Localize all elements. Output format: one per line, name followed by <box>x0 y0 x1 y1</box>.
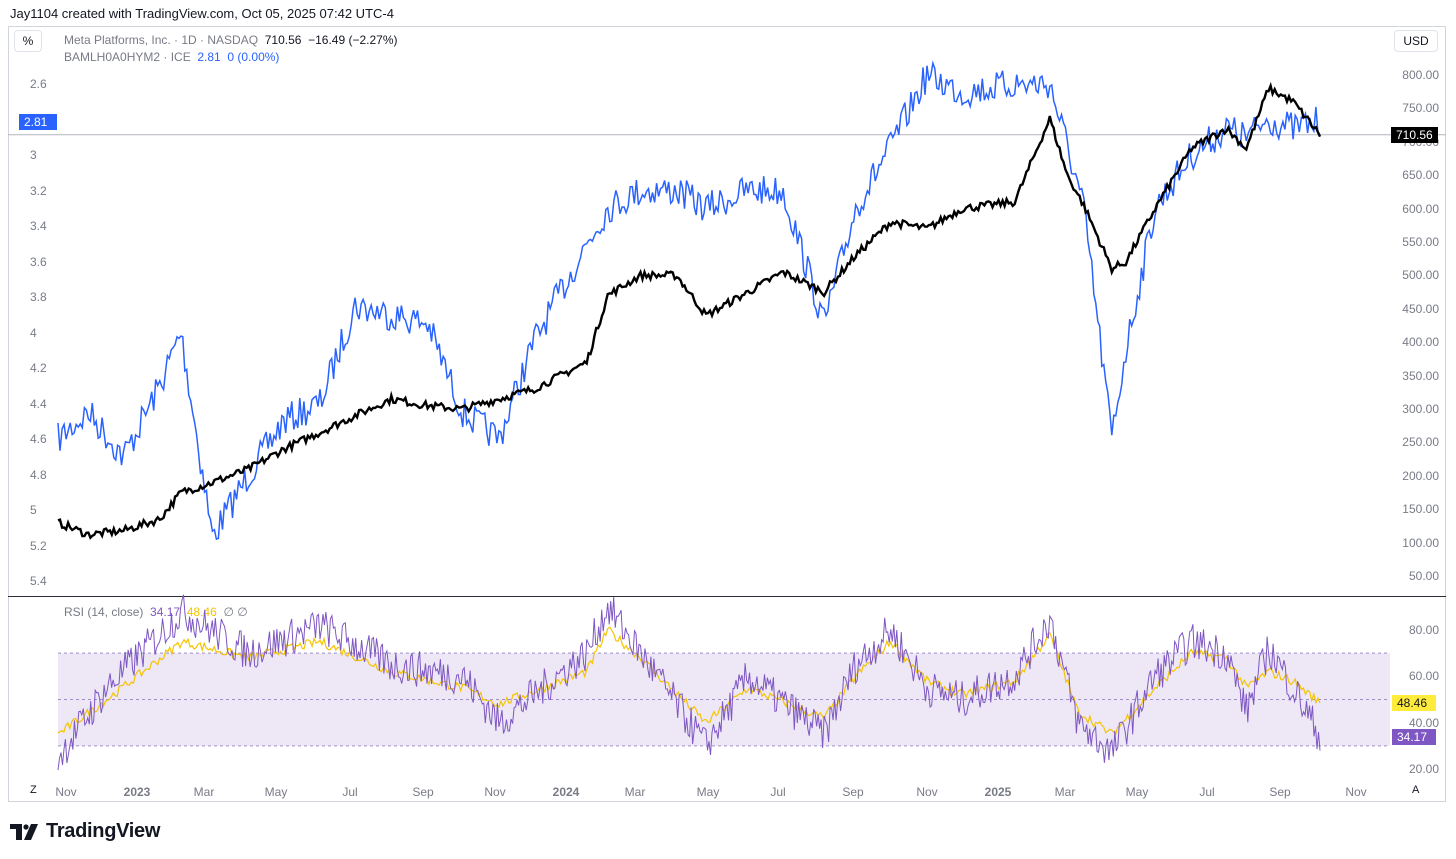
time-axis-tick: Sep <box>412 785 434 799</box>
time-axis-tick: May <box>696 785 720 799</box>
pane-separator[interactable] <box>8 596 1446 597</box>
legend-spread-value: 2.81 <box>197 50 221 64</box>
spread-last-value-badge: 2.81 <box>19 114 57 130</box>
tradingview-logo-icon <box>10 823 38 840</box>
tradingview-logo[interactable]: TradingView <box>10 820 160 843</box>
left-axis-tick: 3.2 <box>30 183 47 198</box>
time-axis-tick: 2023 <box>123 785 151 799</box>
time-axis-tick: Nov <box>1345 785 1367 799</box>
time-axis-tick: Nov <box>484 785 506 799</box>
tradingview-logo-text: TradingView <box>46 820 161 842</box>
right-axis-tick: 400.00 <box>1402 335 1439 350</box>
signal-line <box>57 626 1321 736</box>
time-axis-tick: May <box>1125 785 1149 799</box>
rsi-last-value-badge: 34.17 <box>1392 729 1436 745</box>
time-axis-tick: 2024 <box>552 785 580 799</box>
right-axis-tick: 650.00 <box>1402 168 1439 183</box>
right-axis-tick: 550.00 <box>1402 235 1439 249</box>
left-axis-tick: 4.4 <box>30 396 47 411</box>
credit-text: Jay1104 created with TradingView.com, Oc… <box>10 6 394 21</box>
left-axis-tick: 3.8 <box>30 290 47 304</box>
meta-series-line <box>57 81 1322 540</box>
right-axis-tick: 750.00 <box>1402 101 1439 116</box>
left-axis-tick: 3 <box>30 148 37 162</box>
time-axis-tick: Jul <box>770 785 786 799</box>
right-axis-tick: 200.00 <box>1402 468 1439 483</box>
rsi-axis-tick: 80.00 <box>1408 623 1439 637</box>
legend-meta[interactable]: Meta Platforms, Inc. · 1D · NASDAQ 710.5… <box>64 33 398 47</box>
time-axis-tick: Jul <box>1199 785 1215 799</box>
left-axis-tick: 4.2 <box>30 361 47 375</box>
zoom-button[interactable]: Z <box>30 784 37 796</box>
rsi-axis-tick: 60.00 <box>1408 669 1439 684</box>
currency-button[interactable]: USD <box>1394 30 1438 52</box>
legend-meta-change: −16.49 (−2.27%) <box>308 33 398 47</box>
left-axis-tick: 4.8 <box>30 467 47 482</box>
legend-meta-price: 710.56 <box>264 33 302 47</box>
left-axis-tick: 3.4 <box>30 219 47 233</box>
time-axis-tick: Mar <box>1054 785 1076 799</box>
rsi-axis-tick: 20.00 <box>1408 762 1439 776</box>
time-axis-tick: Nov <box>916 785 938 799</box>
right-axis-tick: 800.00 <box>1402 68 1439 82</box>
right-axis-tick: 50.00 <box>1408 569 1439 583</box>
left-axis-tick: 3.6 <box>30 254 47 269</box>
time-axis-tick: Nov <box>55 785 77 799</box>
right-axis-tick: 150.00 <box>1402 502 1439 517</box>
legend-meta-name: Meta Platforms, Inc. · 1D · NASDAQ <box>64 33 259 47</box>
legend-rsi[interactable]: RSI (14, close) 34.17 48.46 ∅ ∅ <box>64 605 248 619</box>
signal-last-value-badge: 48.46 <box>1392 695 1436 711</box>
left-axis-tick: 5.4 <box>30 574 47 588</box>
time-axis-tick: Jul <box>342 785 358 799</box>
legend-rsi-value: 34.17 <box>150 605 181 619</box>
right-axis-tick: 600.00 <box>1402 201 1439 216</box>
auto-scale-button[interactable]: A <box>1412 784 1420 796</box>
legend-rsi-name: RSI (14, close) <box>64 605 144 619</box>
rsi-line <box>57 594 1321 771</box>
left-axis-tick: 5 <box>30 503 37 517</box>
time-axis-tick: Sep <box>842 785 864 799</box>
legend-spread[interactable]: BAMLH0A0HYM2 · ICE 2.81 0 (0.00%) <box>64 50 279 64</box>
legend-spread-name: BAMLH0A0HYM2 · ICE <box>64 50 191 64</box>
meta-last-price-badge: 710.56 <box>1391 127 1438 143</box>
right-axis-tick: 300.00 <box>1402 402 1439 416</box>
time-axis-tick: Mar <box>193 785 215 799</box>
spread-series-line <box>57 60 1321 541</box>
right-axis-tick: 450.00 <box>1402 301 1439 316</box>
chart-frame <box>8 26 1446 802</box>
legend-rsi-extra: ∅ ∅ <box>223 605 248 619</box>
rsi-axis-tick: 40.00 <box>1408 715 1439 730</box>
time-axis-tick: May <box>264 785 288 799</box>
percent-scale-button[interactable]: % <box>14 30 42 52</box>
left-axis-tick: 4.6 <box>30 432 47 446</box>
right-axis-tick: 350.00 <box>1402 368 1439 383</box>
legend-spread-change: 0 (0.00%) <box>227 50 280 64</box>
time-axis-tick: Mar <box>624 785 646 799</box>
left-axis-tick: 5.2 <box>30 538 47 553</box>
left-axis-tick: 2.6 <box>30 77 47 91</box>
time-axis-tick: Sep <box>1269 785 1291 799</box>
left-axis-tick: 4 <box>30 325 37 340</box>
right-axis-tick: 250.00 <box>1402 435 1439 450</box>
time-axis-tick: 2025 <box>984 785 1012 799</box>
legend-signal-value: 48.46 <box>186 605 217 619</box>
right-axis-tick: 500.00 <box>1402 268 1439 283</box>
right-axis-tick: 100.00 <box>1402 535 1439 550</box>
